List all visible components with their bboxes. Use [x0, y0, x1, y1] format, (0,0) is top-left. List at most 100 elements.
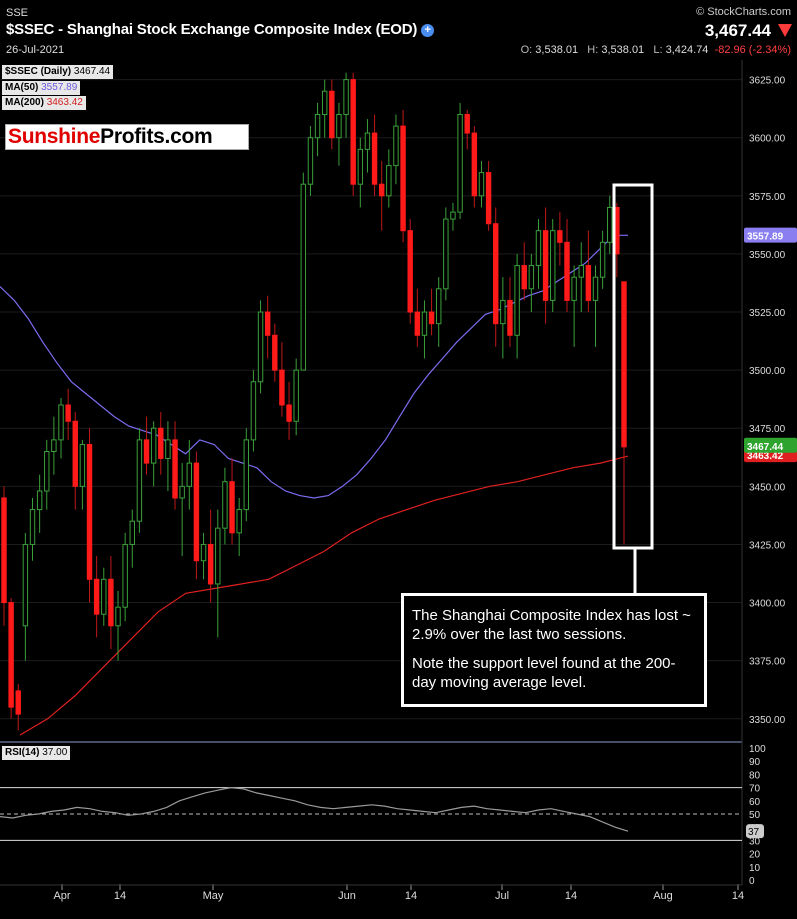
- rsi-tick-label: 30: [749, 836, 761, 847]
- candle-body: [400, 125, 406, 232]
- candle-body: [550, 230, 556, 301]
- legend-ma200: MA(200) 3463.42: [2, 96, 86, 110]
- add-icon[interactable]: +: [421, 24, 435, 37]
- highlight-box: [612, 183, 654, 550]
- ma50-price-tag-text: 3557.89: [747, 232, 784, 243]
- legend-rsi-value: 37.00: [42, 747, 68, 758]
- rsi-tick-label: 90: [749, 757, 761, 768]
- candle-body: [386, 165, 392, 197]
- candle-body: [86, 444, 93, 580]
- candle-body: [564, 241, 570, 301]
- x-tick-label: 14: [114, 890, 126, 902]
- candle-body: [607, 206, 613, 243]
- candle-body: [450, 211, 456, 220]
- open-label: O:: [520, 44, 533, 56]
- legend-ma50: MA(50) 3557.89: [2, 81, 81, 95]
- rsi-tick-label: 60: [749, 797, 761, 808]
- ma200-line: [19, 455, 629, 736]
- candle-body: [493, 223, 499, 325]
- candle-body: [428, 311, 435, 325]
- x-tick-label: 14: [732, 890, 744, 902]
- x-tick-label: Aug: [653, 890, 673, 902]
- credit-text: © StockCharts.com: [696, 6, 791, 18]
- legend-symbol-label: $SSEC (Daily): [5, 66, 72, 77]
- legend-ma200-label: MA(200): [5, 97, 44, 108]
- candle-body: [122, 543, 128, 608]
- candle-body: [343, 79, 349, 115]
- x-tick-label: Jun: [338, 890, 356, 902]
- candles-layer: [1, 72, 627, 731]
- x-tick-label: Apr: [53, 890, 70, 902]
- brand-logo: SunshineProfits.com: [5, 124, 249, 150]
- rsi-value-tag-bg: [746, 824, 764, 839]
- candle-body: [79, 444, 86, 487]
- candle-body: [279, 369, 285, 406]
- candle-body: [193, 462, 200, 562]
- candle-body: [272, 334, 278, 371]
- candle-body: [93, 578, 100, 615]
- candle-body: [542, 230, 549, 301]
- candle-body: [158, 427, 164, 459]
- candle-body: [236, 509, 242, 534]
- candle-body: [264, 311, 271, 336]
- ma200-layer: [19, 455, 629, 736]
- price-tick-label: 3400.00: [749, 599, 786, 610]
- candle-body: [393, 125, 399, 167]
- ma50-layer: [0, 234, 628, 499]
- legend-ma50-label: MA(50): [5, 82, 39, 93]
- brand-part-1: Sunshine: [8, 125, 101, 148]
- candle-body: [571, 276, 577, 301]
- candle-body: [58, 404, 64, 441]
- annotation-line-1: The Shanghai Composite Index has lost ~ …: [412, 607, 691, 643]
- price-tick-label: 3425.00: [749, 540, 786, 551]
- rsi-tick-label: 50: [749, 810, 761, 821]
- price-tick-label: 3475.00: [749, 424, 786, 435]
- x-tick-label: 14: [405, 890, 417, 902]
- candle-body: [485, 172, 492, 225]
- candle-body: [521, 265, 527, 290]
- candle-body: [314, 113, 321, 139]
- rsi-value-tag: 37: [746, 824, 764, 839]
- candle-body: [179, 485, 185, 499]
- low-label: L:: [653, 44, 663, 56]
- candle-body: [307, 137, 314, 185]
- down-arrow-icon: [778, 24, 792, 37]
- candle-body: [207, 543, 214, 585]
- candle-body: [65, 404, 71, 422]
- candle-body: [578, 265, 584, 278]
- annotation-line-2: Note the support level found at the 200-…: [412, 655, 676, 691]
- price-tick-label: 3600.00: [749, 134, 786, 145]
- candle-body: [293, 369, 299, 422]
- candle-body: [500, 299, 506, 325]
- price-tick-label: 3575.00: [749, 192, 786, 203]
- candle-body: [165, 439, 171, 459]
- legend-rsi: RSI(14) 37.00: [2, 746, 71, 760]
- candle-body: [257, 311, 264, 383]
- chart-date: 26-Jul-2021: [6, 44, 65, 56]
- brand-text: SunshineProfits.com: [6, 125, 248, 149]
- candle-body: [286, 404, 292, 422]
- candle-body: [585, 265, 592, 301]
- x-tick-label: Jul: [495, 890, 509, 902]
- candle-body: [22, 543, 29, 627]
- rsi-value-tag-text: 37: [748, 827, 760, 838]
- price-tick-label: 3375.00: [749, 657, 786, 668]
- chart-title: $SSEC - Shanghai Stock Exchange Composit…: [6, 21, 435, 38]
- candle-body: [528, 265, 535, 290]
- ohlc-readout: O: 3,538.01 H: 3,538.01 L: 3,424.74 -82.…: [521, 44, 791, 56]
- candle-body: [357, 148, 364, 185]
- price-tick-label: 3500.00: [749, 366, 786, 377]
- price-tick-label: 3625.00: [749, 76, 786, 87]
- last-price-tag: 3467.44: [744, 437, 797, 453]
- legend-ma50-value: 3557.89: [41, 82, 78, 93]
- candle-body: [115, 606, 121, 627]
- candle-body: [336, 113, 342, 139]
- last-price: 3,467.44: [704, 21, 771, 40]
- date-axis: Apr 14 May Jun 14 Jul 14 Aug 14: [0, 884, 744, 902]
- legend-symbol: $SSEC (Daily) 3467.44: [2, 65, 114, 79]
- rsi-tick-label: 0: [749, 876, 755, 887]
- price-axis: 3350.00 3375.00 3400.00 3425.00 3450.00 3475.…: [744, 76, 797, 726]
- rsi-tick-label: 10: [749, 863, 761, 874]
- x-tick-label: May: [203, 890, 224, 902]
